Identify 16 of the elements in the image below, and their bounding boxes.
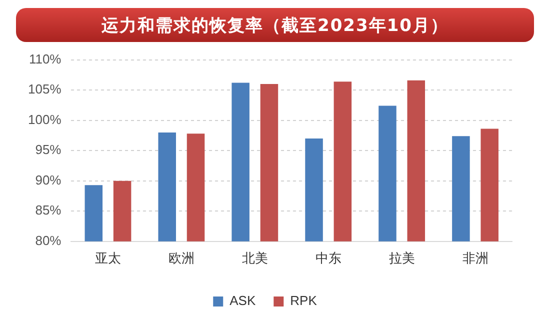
y-tick-label: 100% — [28, 112, 62, 127]
x-tick-label: 非洲 — [462, 252, 488, 267]
y-tick-label: 110% — [28, 51, 62, 66]
x-tick-label: 北美 — [242, 250, 268, 267]
x-tick-label: 中东 — [315, 252, 342, 267]
chart-title: 运力和需求的恢复率（截至2023年10月） — [16, 8, 534, 42]
x-tick-label: 欧洲 — [168, 252, 194, 267]
y-tick-label: 105% — [28, 82, 62, 97]
y-tick-label: 90% — [35, 172, 62, 188]
legend-label: ASK — [230, 293, 256, 308]
x-tick-label: 拉美 — [388, 250, 415, 267]
y-tick-label: 80% — [35, 232, 62, 248]
x-tick-label: 亚太 — [94, 252, 121, 267]
y-tick-label: 95% — [35, 142, 62, 158]
y-tick-label: 85% — [35, 202, 62, 218]
legend-label: RPK — [290, 293, 318, 308]
